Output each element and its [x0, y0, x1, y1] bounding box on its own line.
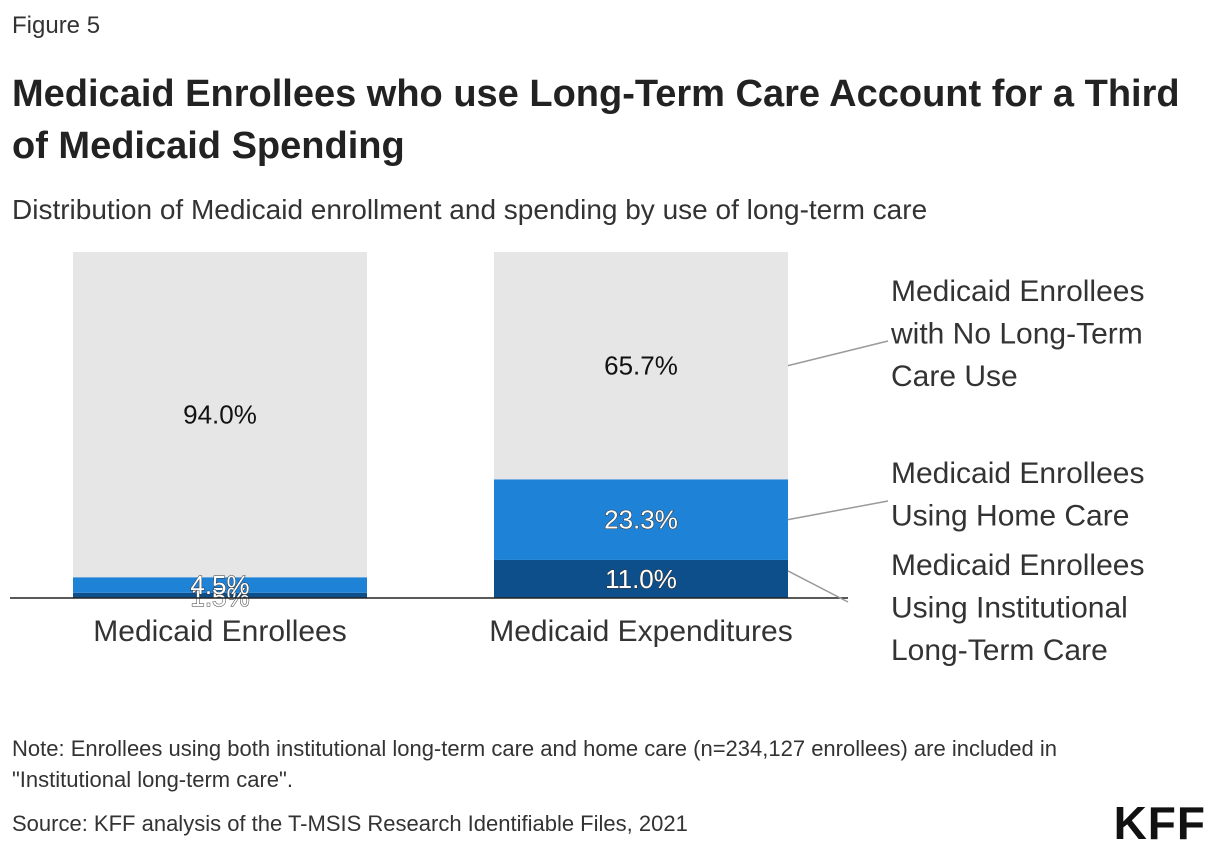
- legend-line: Using Institutional: [891, 592, 1128, 625]
- legend-label-no-ltc: Medicaid Enrollees with No Long-Term Care …: [890, 275, 1144, 393]
- legend-leader-no-ltc: [787, 340, 889, 367]
- kff-logo: KFF: [1113, 797, 1206, 849]
- legend-leader-home-care: [787, 500, 889, 521]
- legend-line: Medicaid Enrollees: [891, 275, 1144, 308]
- legend-line: with No Long-Term: [890, 318, 1143, 351]
- bar-2-home-care: [494, 479, 788, 560]
- legend-line: Using Home Care: [891, 500, 1129, 533]
- data-label-2-home-care: 23.3%: [604, 505, 678, 535]
- bar-2-institutional: [494, 559, 788, 598]
- legend-leader-institutional: [787, 570, 849, 603]
- chart-note: Note: Enrollees using both institutional…: [12, 736, 1058, 792]
- category-label-2: Medicaid Expenditures: [489, 615, 793, 648]
- legend-line: Care Use: [891, 360, 1018, 393]
- chart-title: Medicaid Enrollees who use Long-Term Car…: [12, 73, 1180, 167]
- bar-1-institutional: [73, 592, 367, 598]
- stacked-bar-chart: 1.5%4.5% 94.0% 11.0% 23.3% 65.7% Medicaid Enr…: [10, 252, 1144, 667]
- legend-line: Medicaid Enrollees: [891, 549, 1144, 582]
- bar-2-no-ltc: [494, 252, 788, 480]
- data-label-2-no-ltc: 65.7%: [604, 351, 678, 381]
- figure-label: Figure 5: [12, 12, 101, 39]
- legend-label-institutional: Medicaid Enrollees Using Institutional Lon…: [891, 549, 1144, 667]
- data-label-1-institutional: 1.5%: [190, 582, 249, 612]
- bar-1-no-ltc: [73, 252, 367, 578]
- data-label-1-home-care: 4.5%: [190, 570, 249, 600]
- category-label-1: Medicaid Enrollees: [93, 615, 346, 648]
- legend-line: Long-Term Care: [891, 634, 1108, 667]
- legend-line: Medicaid Enrollees: [891, 457, 1144, 490]
- legend-label-home-care: Medicaid Enrollees Using Home Care: [891, 457, 1144, 533]
- bar-1-home-care: [73, 577, 367, 593]
- chart-source: Source: KFF analysis of the T-MSIS Resea…: [12, 811, 688, 836]
- data-label-1-no-ltc: 94.0%: [183, 400, 257, 430]
- chart-subtitle: Distribution of Medicaid enrollment and …: [12, 194, 928, 225]
- data-label-2-institutional: 11.0%: [605, 564, 677, 594]
